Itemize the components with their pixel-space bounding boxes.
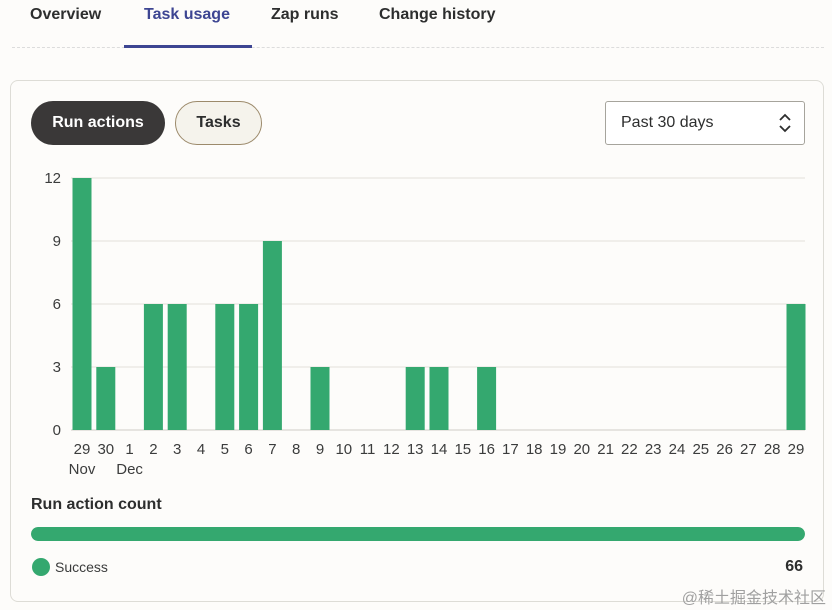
x-tick-label: 23 (645, 441, 662, 458)
chart-bar[interactable] (215, 304, 235, 430)
chart-bar[interactable] (405, 367, 425, 430)
y-tick-label: 3 (53, 359, 61, 376)
chart-bar[interactable] (143, 304, 163, 430)
x-tick-label: 7 (268, 441, 276, 458)
y-tick-label: 0 (53, 422, 61, 439)
x-tick-label: 2 (149, 441, 157, 458)
chart-bar[interactable] (262, 241, 282, 430)
x-tick-label: 4 (197, 441, 205, 458)
chart-bar[interactable] (786, 304, 806, 430)
tab-change-history[interactable]: Change history (379, 6, 496, 23)
x-tick-label: 21 (597, 441, 614, 458)
x-tick-label: 14 (431, 441, 448, 458)
date-range-select[interactable]: Past 30 days (605, 101, 805, 145)
x-tick-label: 22 (621, 441, 638, 458)
tab-overview[interactable]: Overview (30, 6, 102, 23)
tab-bar: Overview Task usage Zap runs Change hist… (0, 0, 832, 50)
chart-bar[interactable] (72, 178, 92, 430)
x-tick-label: 13 (407, 441, 424, 458)
count-progress-track (31, 527, 805, 541)
chart-bar[interactable] (429, 367, 449, 430)
count-title: Run action count (31, 496, 162, 513)
x-tick-label: 27 (740, 441, 757, 458)
x-tick-label: 9 (316, 441, 324, 458)
x-tick-label: 26 (716, 441, 733, 458)
chart-bar[interactable] (310, 367, 330, 430)
x-tick-label: 5 (221, 441, 229, 458)
watermark: @稀土掘金技术社区 (681, 590, 826, 607)
x-tick-label: 8 (292, 441, 300, 458)
tab-zap-runs[interactable]: Zap runs (271, 6, 339, 23)
x-month-label: Dec (116, 461, 143, 478)
x-tick-label: 30 (97, 441, 114, 458)
y-tick-label: 6 (53, 296, 61, 313)
chart-bar[interactable] (477, 367, 497, 430)
active-tab-indicator (124, 45, 252, 48)
x-tick-label: 10 (335, 441, 352, 458)
count-progress-fill (31, 527, 805, 541)
x-tick-label: 29 (74, 441, 91, 458)
date-range-value: Past 30 days (621, 114, 714, 131)
x-tick-label: 1 (125, 441, 133, 458)
x-tick-label: 25 (692, 441, 709, 458)
chart-bar[interactable] (167, 304, 187, 430)
usage-card: Run actions Tasks Past 30 days 0 3 6 9 12 29… (10, 80, 824, 602)
y-tick-label: 9 (53, 233, 61, 250)
x-tick-label: 18 (526, 441, 543, 458)
x-tick-label: 29 (788, 441, 805, 458)
x-tick-label: 28 (764, 441, 781, 458)
x-tick-label: 16 (478, 441, 495, 458)
tasks-toggle-button[interactable]: Tasks (175, 101, 262, 145)
tabs-divider (12, 47, 824, 50)
x-tick-label: 17 (502, 441, 519, 458)
x-tick-label: 12 (383, 441, 400, 458)
run-actions-toggle-button[interactable]: Run actions (31, 101, 165, 145)
chart-bar[interactable] (96, 367, 116, 430)
updown-chevron-icon (779, 113, 791, 133)
success-legend-label: Success (55, 559, 108, 575)
x-month-label: Nov (69, 461, 96, 478)
x-tick-label: 24 (669, 441, 686, 458)
y-tick-label: 12 (44, 170, 61, 187)
chart-bar[interactable] (239, 304, 259, 430)
x-tick-label: 6 (244, 441, 252, 458)
x-tick-label: 3 (173, 441, 181, 458)
tab-task-usage[interactable]: Task usage (144, 6, 230, 23)
success-legend-dot (32, 558, 50, 576)
x-tick-label: 15 (454, 441, 471, 458)
x-tick-label: 19 (550, 441, 567, 458)
success-count-value: 66 (785, 558, 803, 575)
x-tick-label: 20 (573, 441, 590, 458)
x-tick-label: 11 (360, 441, 376, 458)
